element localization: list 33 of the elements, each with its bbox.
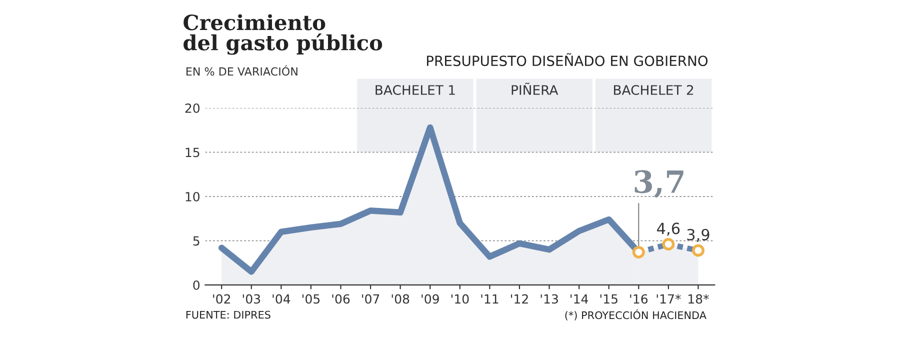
band-label: BACHELET 2 <box>614 85 694 95</box>
y-tick-label: 10 <box>186 192 200 202</box>
x-tick-label: 18* <box>688 294 709 304</box>
x-tick-label: '07 <box>362 294 380 304</box>
x-tick-label: '15 <box>600 294 618 304</box>
x-tick-label: '11 <box>481 294 498 304</box>
chart-title: Crecimiento del gasto público <box>184 14 382 55</box>
text: (*) PROYECCIÓN HACIENDA <box>565 309 706 320</box>
y-tick-label: 0 <box>193 280 200 290</box>
x-tick-label: '12 <box>511 294 528 304</box>
x-tick-label: '10 <box>451 294 469 304</box>
x-tick-label: '06 <box>332 294 350 304</box>
x-tick-label: '09 <box>422 294 439 304</box>
x-tick-label: '13 <box>540 294 558 304</box>
x-tick-label: '04 <box>272 294 290 304</box>
text: PRESUPUESTO DISEÑADO EN GOBIERNO <box>427 53 708 66</box>
band-label: PIÑERA <box>512 82 558 95</box>
data-label: 3,9 <box>687 228 710 242</box>
x-tick-label: '03 <box>242 294 260 304</box>
x-tick-label: '08 <box>392 294 410 304</box>
y-tick-label: 20 <box>185 103 200 113</box>
y-tick-label: 15 <box>186 148 200 158</box>
annotation: 3,7 <box>634 170 684 198</box>
x-tick-label: '17* <box>656 294 681 304</box>
y-tick-label: 5 <box>193 236 200 246</box>
x-tick-label: '05 <box>302 294 320 304</box>
x-tick-label: '16 <box>630 294 648 304</box>
x-tick-label: '14 <box>570 294 588 304</box>
source-note: FUENTE: DIPRES <box>186 310 270 319</box>
x-tick-label: '02 <box>213 294 230 304</box>
chart-subtitle: EN % DE VARIACIÓN <box>186 65 298 76</box>
band-label: BACHELET 1 <box>376 85 455 95</box>
data-label: 4,6 <box>657 222 680 236</box>
